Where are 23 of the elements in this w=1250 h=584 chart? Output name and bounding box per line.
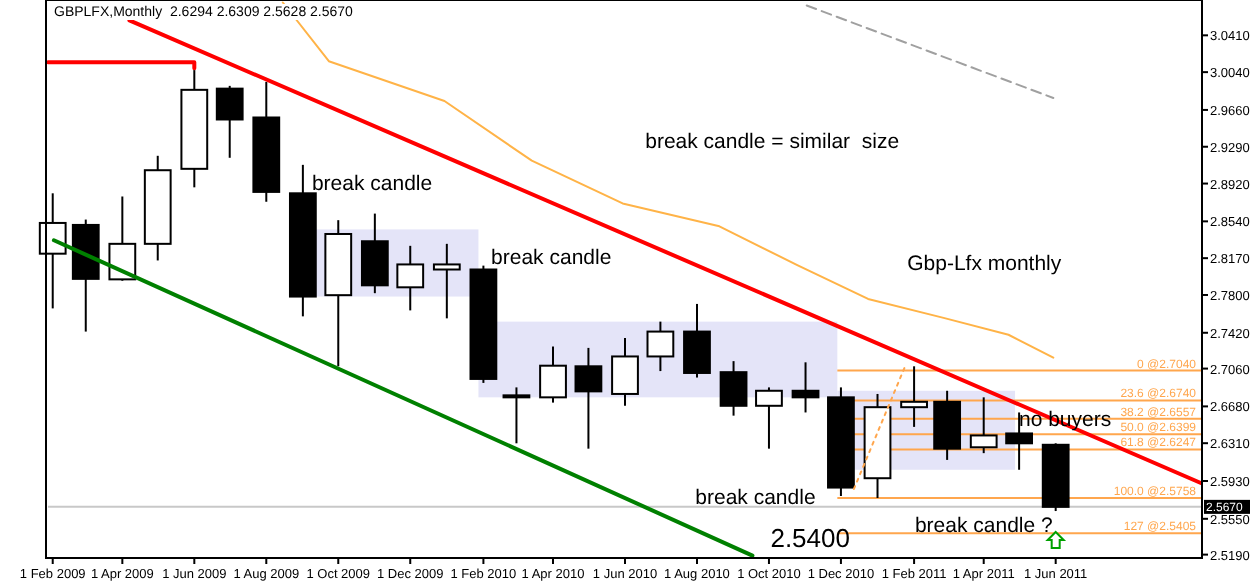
candlestick <box>646 320 675 373</box>
candlestick <box>611 337 639 407</box>
candlestick <box>215 84 244 159</box>
annotation: break candle = similar size <box>645 129 900 154</box>
candlestick <box>719 360 748 417</box>
annotation: break candle <box>491 245 612 270</box>
candlestick <box>969 396 998 455</box>
candlestick <box>539 345 567 404</box>
candlestick <box>574 346 603 450</box>
candlestick <box>933 389 962 461</box>
annotation: break candle <box>695 485 816 510</box>
candlestick <box>432 242 461 320</box>
annotation: break candle <box>311 171 433 196</box>
candlestick <box>396 244 425 312</box>
candlestick <box>683 302 711 379</box>
candlestick <box>360 212 389 295</box>
candlestick <box>755 386 783 450</box>
annotation: break candle ? <box>914 513 1054 538</box>
candlestick <box>900 365 928 428</box>
candlestick <box>791 361 820 414</box>
annotation: Gbp-Lfx monthly <box>907 251 1063 276</box>
candlestick <box>502 386 531 445</box>
annotation: 2.5400 <box>770 522 850 553</box>
